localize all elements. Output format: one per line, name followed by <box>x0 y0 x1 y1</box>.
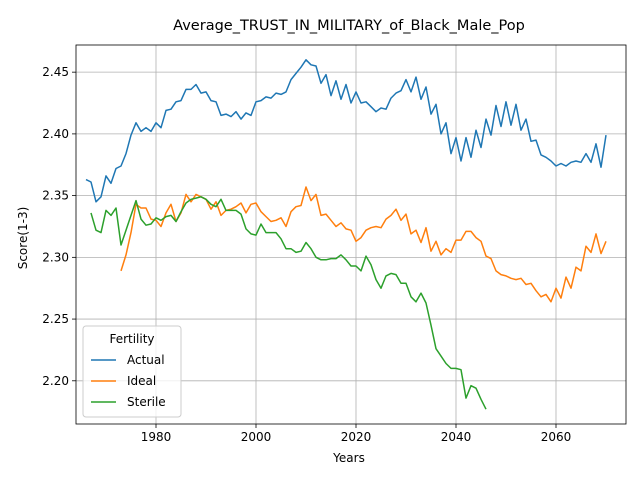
legend-label-actual: Actual <box>127 353 165 367</box>
plot-series <box>85 59 607 410</box>
series-line-actual <box>85 59 607 203</box>
chart-title: Average_TRUST_IN_MILITARY_of_Black_Male_… <box>173 18 525 34</box>
axis-ticks: 1980 2000 2020 2040 2060 2.20 2.25 2.30 2.35 2.40… <box>42 65 571 444</box>
legend-box <box>82 325 182 418</box>
series-line-sterile <box>90 196 487 410</box>
y-tick-label: 2.20 <box>42 374 69 388</box>
plot-frame <box>75 44 627 425</box>
legend-label-sterile: Sterile <box>127 395 166 409</box>
x-tick-label: 2000 <box>241 430 272 444</box>
y-tick-label: 2.35 <box>42 189 69 203</box>
x-tick-label: 2020 <box>341 430 372 444</box>
y-tick-label: 2.30 <box>42 250 69 264</box>
y-tick-label: 2.40 <box>42 127 69 141</box>
y-tick-label: 2.45 <box>42 65 69 79</box>
x-tick-label: 2060 <box>541 430 572 444</box>
x-axis-label: Years <box>332 451 365 465</box>
legend-label-ideal: Ideal <box>127 374 156 388</box>
x-tick-label: 2040 <box>441 430 472 444</box>
legend: Fertility Actual Ideal Sterile <box>82 325 182 418</box>
legend-title: Fertility <box>109 332 154 346</box>
y-axis-label: Score(1-3) <box>16 207 30 270</box>
x-tick-label: 1980 <box>141 430 172 444</box>
y-tick-label: 2.25 <box>42 312 69 326</box>
